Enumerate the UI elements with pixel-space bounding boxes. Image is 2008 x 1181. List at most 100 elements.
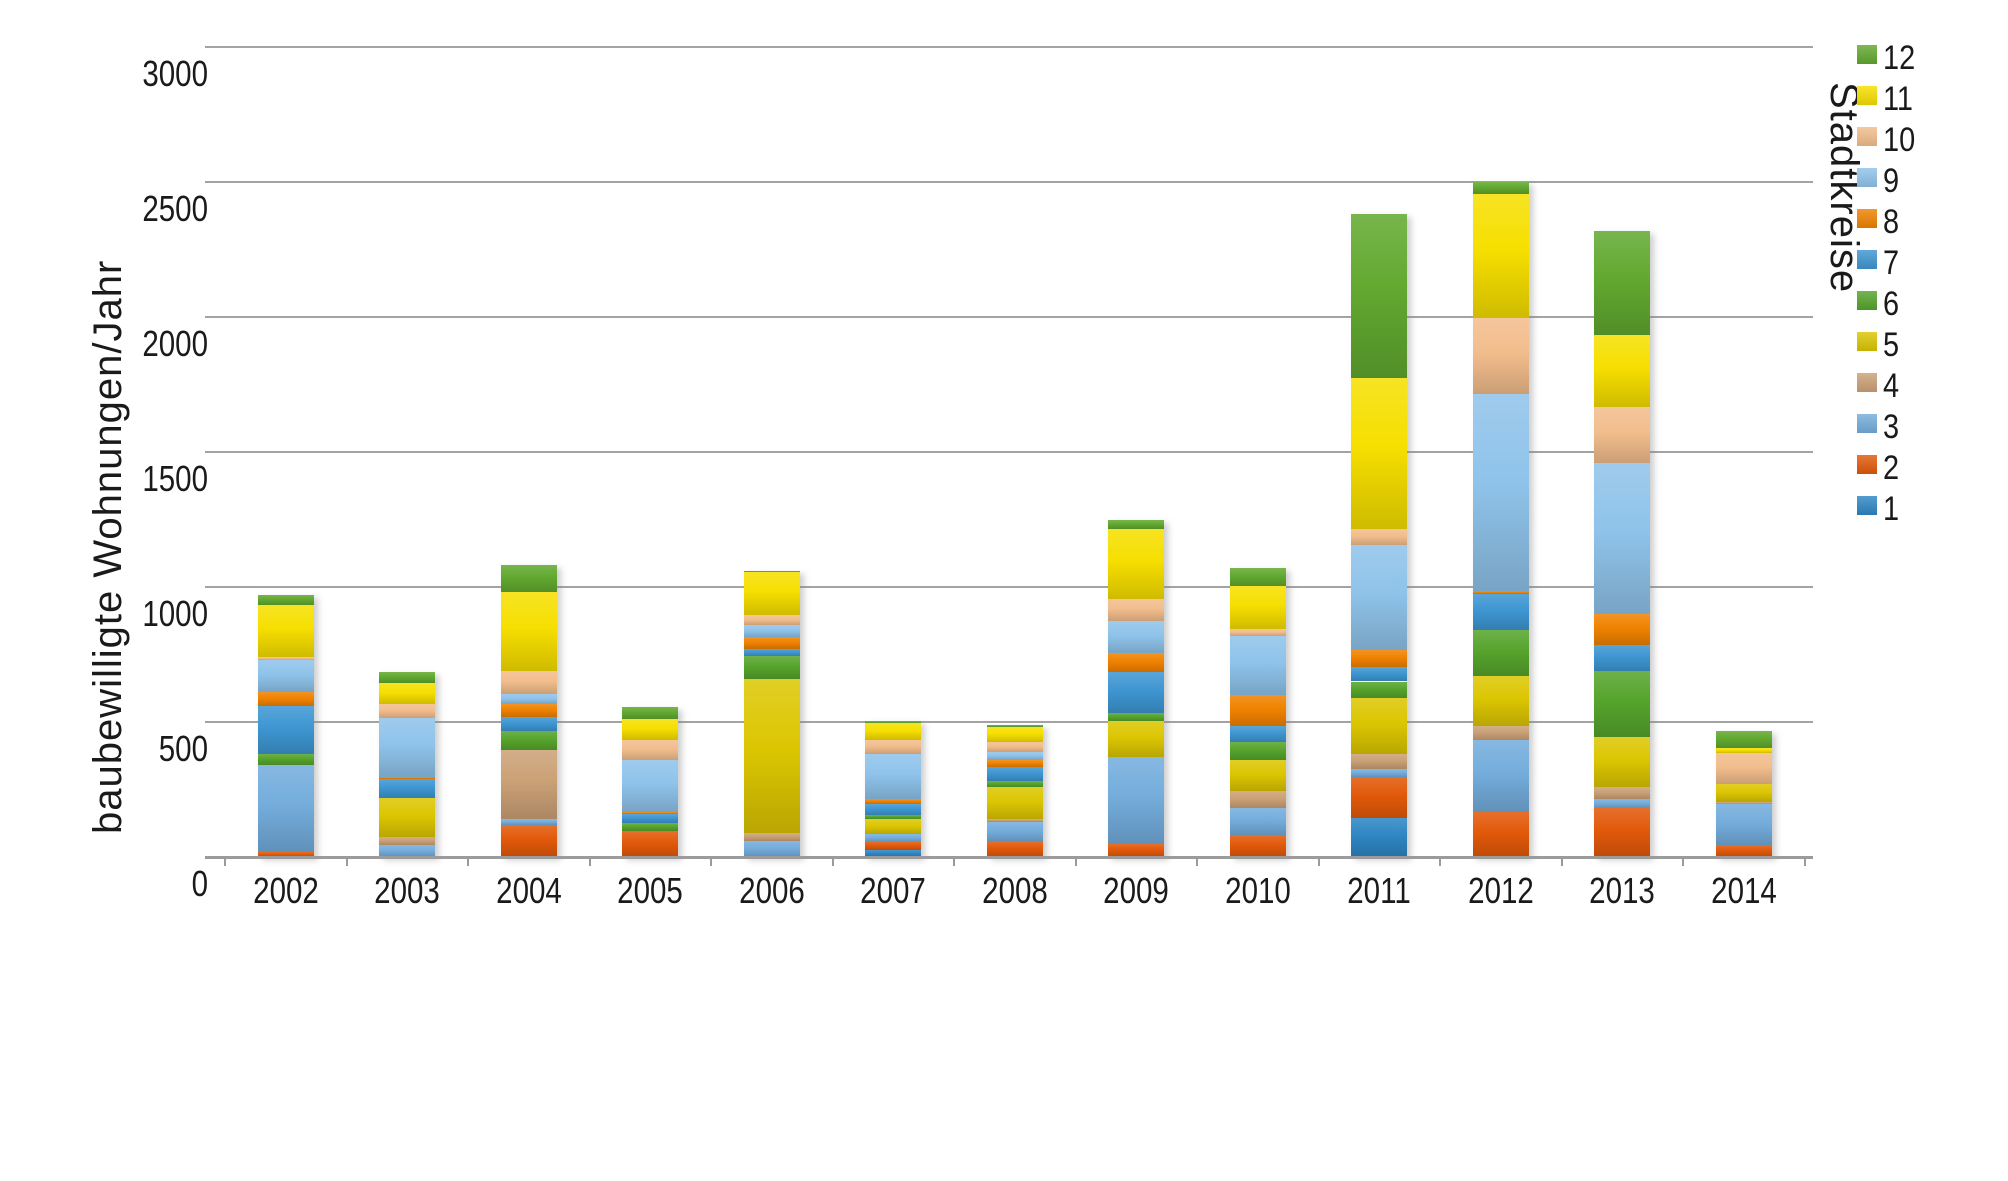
legend-swatch-kreis-12 — [1857, 45, 1877, 64]
bar-segment-kreis-12-2010 — [1229, 568, 1286, 586]
bar-segment-kreis-11-2009 — [1108, 528, 1165, 600]
bar-segment-kreis-10-2013 — [1594, 407, 1651, 463]
bar-segment-kreis-4-2014 — [1715, 801, 1772, 805]
bar-segment-kreis-10-2010 — [1229, 628, 1286, 636]
legend-label-kreis-4: 4 — [1883, 367, 1900, 405]
bar-segment-kreis-12-2003 — [379, 672, 436, 683]
bar-segment-kreis-1-2011 — [1351, 817, 1408, 857]
bar-segment-kreis-8-2004 — [500, 704, 557, 717]
bar-segment-kreis-12-2004 — [500, 565, 557, 593]
bar-segment-kreis-6-2011 — [1351, 681, 1408, 698]
bar-segment-kreis-8-2005 — [622, 812, 679, 814]
gridline-1500 — [205, 451, 1813, 453]
bar-segment-kreis-8-2003 — [379, 777, 436, 779]
bar-segment-kreis-8-2012 — [1472, 591, 1529, 594]
bar-segment-kreis-2-2011 — [1351, 777, 1408, 818]
bar-segment-kreis-7-2009 — [1108, 672, 1165, 713]
bar-segment-kreis-12-2009 — [1108, 519, 1165, 529]
bar-segment-kreis-3-2011 — [1351, 769, 1408, 778]
bar-segment-kreis-12-2005 — [622, 707, 679, 720]
bar-segment-kreis-7-2011 — [1351, 666, 1408, 682]
x-axis-tick — [1803, 857, 1806, 866]
bar-segment-kreis-2-2013 — [1594, 808, 1651, 857]
legend-swatch-kreis-4 — [1857, 373, 1877, 392]
legend-label-kreis-5: 5 — [1883, 326, 1900, 364]
bar-segment-kreis-6-2002 — [257, 754, 314, 766]
bar-segment-kreis-10-2007 — [865, 739, 922, 755]
bar-segment-kreis-7-2003 — [379, 778, 436, 798]
bar-segment-kreis-9-2006 — [743, 624, 800, 637]
legend-label-kreis-6: 6 — [1883, 285, 1900, 323]
bar-segment-kreis-7-2004 — [500, 716, 557, 732]
bar-segment-kreis-6-2006 — [743, 655, 800, 679]
bar-segment-kreis-12-2007 — [865, 720, 922, 724]
bar-segment-kreis-11-2013 — [1594, 334, 1651, 408]
bar-segment-kreis-12-2012 — [1472, 182, 1529, 195]
bar-segment-kreis-8-2011 — [1351, 650, 1408, 667]
bar-2012 — [1472, 182, 1529, 857]
bar-segment-kreis-11-2011 — [1351, 377, 1408, 529]
bar-segment-kreis-12-2006 — [743, 570, 800, 573]
bar-segment-kreis-3-2013 — [1594, 798, 1651, 809]
bar-segment-kreis-10-2004 — [500, 670, 557, 694]
x-axis-tick — [224, 857, 226, 866]
x-axis-line — [205, 856, 1813, 859]
y-tick-label: 0 — [191, 863, 208, 904]
bar-segment-kreis-4-2004 — [500, 750, 557, 820]
bar-segment-kreis-10-2012 — [1472, 318, 1529, 394]
x-axis-tick — [1074, 857, 1077, 866]
bar-segment-kreis-6-2010 — [1229, 742, 1286, 760]
legend-swatch-kreis-2 — [1857, 455, 1877, 474]
bar-segment-kreis-4-2011 — [1351, 754, 1408, 770]
x-tick-label: 2003 — [374, 870, 441, 911]
bar-segment-kreis-6-2005 — [622, 823, 679, 832]
legend-swatch-kreis-10 — [1857, 127, 1877, 146]
bar-segment-kreis-9-2011 — [1351, 545, 1408, 651]
legend-label-kreis-11: 11 — [1883, 80, 1914, 118]
y-tick-label: 3000 — [142, 53, 208, 94]
legend-label-kreis-12: 12 — [1883, 39, 1916, 77]
bar-segment-kreis-7-2012 — [1472, 593, 1529, 631]
bar-segment-kreis-12-2008 — [986, 724, 1043, 728]
y-tick-label: 1000 — [142, 593, 208, 634]
bar-segment-kreis-11-2002 — [257, 604, 314, 658]
x-tick-label: 2010 — [1224, 870, 1291, 911]
x-tick-label: 2012 — [1467, 870, 1534, 911]
legend-label-kreis-1: 1 — [1883, 490, 1900, 528]
bar-segment-kreis-3-2002 — [257, 765, 314, 852]
bar-segment-kreis-9-2008 — [986, 751, 1043, 760]
bar-segment-kreis-9-2003 — [379, 717, 436, 778]
bar-segment-kreis-5-2006 — [743, 678, 800, 833]
gridline-2000 — [205, 316, 1813, 318]
bar-segment-kreis-3-2010 — [1229, 808, 1286, 836]
bar-2014 — [1715, 731, 1772, 857]
bar-segment-kreis-11-2004 — [500, 592, 557, 671]
y-tick-label: 2000 — [142, 323, 208, 364]
gridline-1000 — [205, 586, 1813, 588]
x-tick-label: 2005 — [617, 870, 684, 911]
x-tick-label: 2011 — [1347, 870, 1411, 911]
bar-segment-kreis-2-2005 — [622, 831, 679, 857]
x-tick-label: 2006 — [738, 870, 805, 911]
x-axis-tick — [1196, 857, 1198, 866]
bar-segment-kreis-9-2012 — [1472, 393, 1529, 592]
bar-segment-kreis-2-2002 — [257, 851, 314, 857]
bar-segment-kreis-9-2005 — [622, 759, 679, 813]
bar-segment-kreis-8-2010 — [1229, 695, 1286, 727]
x-axis-tick — [1560, 857, 1563, 866]
bar-segment-kreis-11-2005 — [622, 719, 679, 740]
bar-segment-kreis-8-2006 — [743, 636, 800, 650]
x-axis-tick — [710, 857, 712, 866]
bar-segment-kreis-3-2009 — [1108, 757, 1165, 844]
bar-segment-kreis-5-2012 — [1472, 676, 1529, 727]
bar-segment-kreis-10-2009 — [1108, 599, 1165, 621]
legend-label-kreis-8: 8 — [1883, 203, 1900, 241]
x-axis-tick — [831, 857, 834, 866]
bar-segment-kreis-4-2013 — [1594, 786, 1651, 799]
bar-segment-kreis-8-2007 — [865, 798, 922, 805]
bar-segment-kreis-5-2010 — [1229, 759, 1286, 791]
bar-2005 — [622, 707, 679, 857]
bar-segment-kreis-7-2008 — [986, 766, 1043, 782]
bar-segment-kreis-11-2014 — [1715, 747, 1772, 754]
bar-2007 — [865, 720, 922, 857]
